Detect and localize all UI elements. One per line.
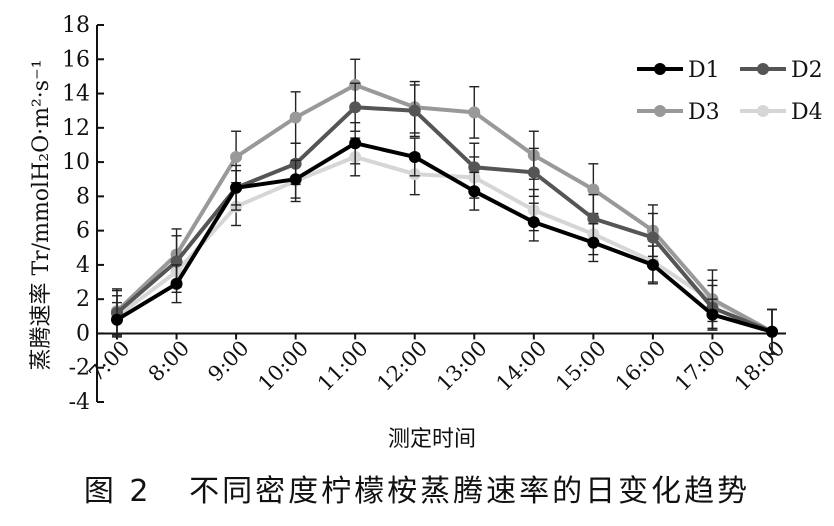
data-point-D1	[587, 236, 600, 249]
transpiration-line-chart: -4 -2 0 2 4 6 8 10 12 14 16 18 7:00 8:00 9:00 10:00 11:…	[29, 13, 823, 452]
data-point-D1	[468, 185, 481, 198]
y-tick-label: 12	[62, 116, 90, 141]
series-D2	[111, 82, 778, 355]
x-tick-label: 16:00	[611, 336, 671, 396]
y-tick-label: 0	[76, 321, 90, 346]
y-tick-label: 8	[76, 184, 90, 209]
data-point-D3	[289, 111, 302, 124]
legend-label: D3	[688, 100, 720, 125]
legend: D1 D2 D3 D4	[637, 58, 823, 125]
legend-swatch-marker	[654, 105, 666, 117]
data-point-D1	[527, 216, 540, 229]
data-point-D1	[170, 277, 183, 290]
x-tick-label: 14:00	[492, 336, 552, 396]
legend-swatch-marker	[757, 105, 769, 117]
legend-item-D2: D2	[740, 58, 823, 83]
legend-label: D1	[688, 58, 720, 83]
x-axis: 7:00 8:00 9:00 10:00 11:00 12:00 13:00 14:00 15:…	[84, 332, 790, 396]
series-D1	[111, 121, 778, 355]
data-point-D3	[587, 183, 600, 196]
x-tick-label: 7:00	[84, 336, 134, 386]
data-point-D2	[646, 231, 659, 244]
y-tick-label: 14	[62, 82, 90, 107]
x-tick-label: 8:00	[144, 336, 194, 386]
series-D3	[111, 58, 778, 355]
data-point-D1	[349, 137, 362, 150]
y-tick-label: 16	[62, 47, 90, 72]
data-point-D1	[230, 181, 243, 194]
x-tick-label: 18:00	[730, 336, 790, 396]
series-line-D1	[115, 141, 773, 334]
data-point-D1	[646, 258, 659, 271]
y-tick-label: 10	[62, 150, 90, 175]
x-tick-label: 15:00	[551, 336, 611, 396]
data-point-D3	[468, 106, 481, 119]
y-tick-label: 2	[76, 287, 90, 312]
data-point-D2	[408, 104, 421, 117]
data-point-D1	[706, 308, 719, 321]
series-line-D4	[115, 154, 773, 334]
legend-label: D2	[791, 58, 823, 83]
y-tick-label: -4	[69, 390, 90, 415]
legend-item-D4: D4	[740, 100, 823, 125]
data-point-D1	[289, 173, 302, 186]
y-tick-label: 18	[62, 13, 90, 38]
x-tick-label: 13:00	[432, 336, 492, 396]
series-layer	[111, 58, 778, 355]
legend-item-D3: D3	[637, 100, 720, 125]
x-tick-label: 11:00	[313, 336, 373, 396]
data-point-D1	[111, 313, 123, 326]
data-point-D1	[766, 325, 778, 338]
x-axis-title: 测定时间	[388, 427, 476, 452]
data-point-D1	[408, 150, 421, 163]
y-tick-label: 4	[76, 253, 90, 278]
legend-item-D1: D1	[637, 58, 720, 83]
data-point-D2	[527, 166, 540, 179]
legend-swatch-marker	[757, 63, 769, 75]
x-tick-label: 10:00	[253, 336, 313, 396]
y-axis-title: 蒸腾速率 Tr/mmolH₂O·m²·s⁻¹	[29, 59, 54, 370]
x-tick-label: 17:00	[670, 336, 730, 396]
data-point-D2	[349, 101, 362, 114]
y-tick-label: -2	[69, 356, 90, 381]
series-line-D3	[115, 83, 773, 334]
y-tick-label: 6	[76, 219, 90, 244]
figure-caption: 图 2 不同密度柠檬桉蒸腾速率的日变化趋势	[83, 474, 751, 509]
y-axis: -4 -2 0 2 4 6 8 10 12 14 16 18	[62, 13, 104, 415]
x-tick-label: 12:00	[372, 336, 432, 396]
x-tick-label: 9:00	[203, 336, 253, 386]
data-point-D3	[230, 150, 243, 163]
data-point-D2	[468, 161, 481, 174]
legend-label: D4	[791, 100, 823, 125]
series-D4	[111, 137, 778, 355]
legend-swatch-marker	[654, 63, 666, 75]
data-point-D2	[587, 212, 600, 225]
